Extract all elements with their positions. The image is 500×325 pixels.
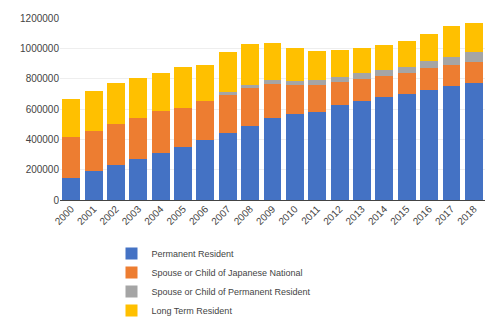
svg-text:2012: 2012 [321,203,345,227]
svg-text:Spouse or Child of Japanese Na: Spouse or Child of Japanese National [152,268,303,278]
svg-text:2017: 2017 [433,203,457,227]
svg-text:2005: 2005 [164,203,188,227]
svg-text:1000000: 1000000 [20,43,59,54]
svg-text:2009: 2009 [254,203,278,227]
svg-text:800000: 800000 [26,73,60,84]
svg-text:Long Term Resident: Long Term Resident [152,306,233,316]
svg-text:2010: 2010 [276,203,300,227]
svg-text:2018: 2018 [455,203,479,227]
svg-text:2003: 2003 [120,203,144,227]
svg-text:2014: 2014 [366,203,390,227]
svg-text:0: 0 [53,195,59,206]
svg-text:2006: 2006 [187,203,211,227]
svg-text:2011: 2011 [299,203,322,226]
svg-text:2013: 2013 [343,203,367,227]
svg-text:2002: 2002 [97,203,121,227]
svg-text:Spouse or Child of Permanent R: Spouse or Child of Permanent Resident [152,287,311,297]
svg-text:2008: 2008 [232,203,256,227]
svg-text:200000: 200000 [26,164,60,175]
svg-text:2004: 2004 [142,203,166,227]
svg-text:2016: 2016 [411,203,435,227]
svg-text:2001: 2001 [75,203,99,227]
svg-text:2000: 2000 [53,203,77,227]
svg-text:1200000: 1200000 [20,13,59,24]
svg-text:600000: 600000 [26,104,60,115]
svg-text:400000: 400000 [26,134,60,145]
svg-text:Permanent Resident: Permanent Resident [152,249,235,259]
svg-text:2015: 2015 [388,203,412,227]
svg-text:2007: 2007 [209,203,233,227]
